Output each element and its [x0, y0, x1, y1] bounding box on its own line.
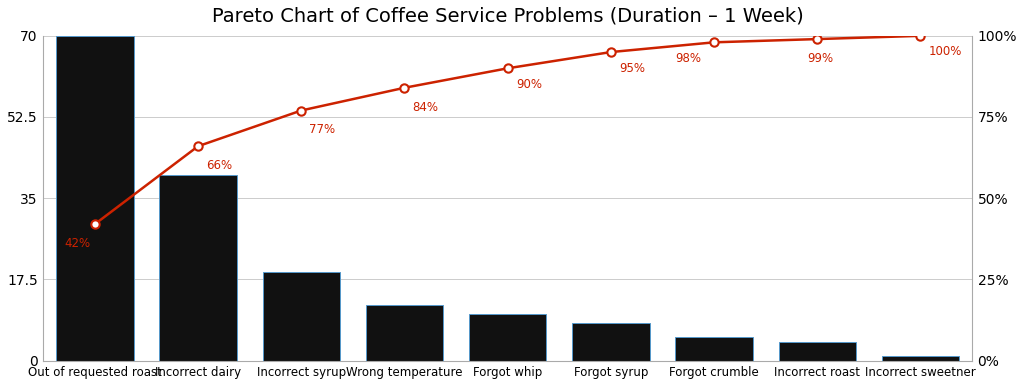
- Text: 66%: 66%: [206, 159, 232, 172]
- Text: 77%: 77%: [309, 123, 336, 136]
- Title: Pareto Chart of Coffee Service Problems (Duration – 1 Week): Pareto Chart of Coffee Service Problems …: [212, 7, 804, 26]
- Text: 99%: 99%: [807, 52, 833, 65]
- Bar: [56, 36, 133, 361]
- Bar: [160, 175, 237, 361]
- Bar: [469, 314, 547, 361]
- Bar: [778, 342, 856, 361]
- Text: 95%: 95%: [620, 61, 645, 74]
- Bar: [882, 356, 959, 361]
- Bar: [366, 305, 443, 361]
- Bar: [572, 323, 649, 361]
- Bar: [675, 337, 753, 361]
- Text: 84%: 84%: [413, 100, 438, 113]
- Text: 90%: 90%: [516, 78, 542, 91]
- Text: 42%: 42%: [63, 237, 90, 250]
- Text: 98%: 98%: [675, 52, 700, 65]
- Text: 100%: 100%: [929, 45, 962, 58]
- Bar: [262, 273, 340, 361]
